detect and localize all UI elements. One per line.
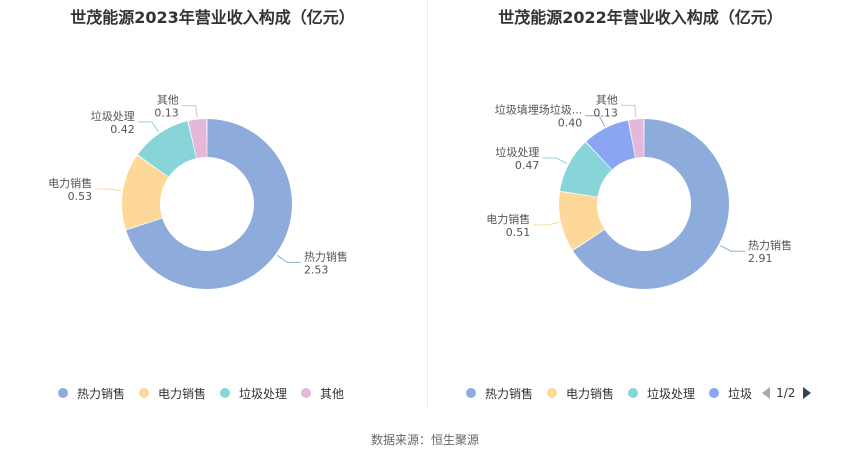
legend-item-0-1[interactable]: 电力销售	[139, 385, 206, 402]
chart-title-2023: 世茂能源2023年营业收入构成（亿元）	[70, 8, 355, 27]
slice-label-1-1: 电力销售	[486, 212, 530, 226]
slice-1-1[interactable]	[559, 191, 605, 250]
slice-value-0-1: 0.53	[68, 190, 93, 203]
slice-value-1-4: 0.13	[593, 106, 618, 119]
legend-dot-icon-0-1	[139, 388, 150, 398]
slice-label-1-2: 垃圾处理	[495, 145, 539, 159]
legend-label-0-2: 垃圾处理	[239, 386, 288, 401]
legend-dot-icon-1-0	[466, 388, 476, 398]
slice-value-1-2: 0.47	[515, 159, 540, 172]
slice-0-0[interactable]	[126, 119, 293, 290]
legend-label-1-0: 热力销售	[485, 386, 534, 401]
slice-1-0[interactable]	[572, 119, 729, 290]
slice-value-1-3: 0.40	[558, 117, 583, 130]
legend-next-icon[interactable]	[803, 387, 812, 399]
slice-label-1-3: 垃圾填埋场垃圾...	[495, 103, 583, 117]
slice-0-1[interactable]	[121, 155, 169, 230]
legend-dot-icon-1-2	[628, 388, 639, 398]
slice-value-1-1: 0.51	[506, 226, 531, 239]
legend-item-1-3[interactable]: 垃圾	[709, 385, 752, 402]
slice-label-1-0: 热力销售	[748, 238, 792, 252]
slice-label-0-2: 垃圾处理	[91, 109, 135, 123]
slice-1-2[interactable]	[560, 142, 612, 197]
chart-divider	[427, 0, 428, 408]
slice-0-3[interactable]	[188, 119, 207, 159]
legend-prev-icon[interactable]	[762, 387, 771, 399]
leader-line-1-2	[542, 157, 568, 165]
slice-value-0-2: 0.42	[110, 123, 135, 136]
legend-label-0-0: 热力销售	[77, 386, 126, 401]
leader-line-0-1	[95, 188, 122, 192]
leader-line-0-2	[137, 121, 159, 133]
legend-page-indicator: 1/2	[776, 386, 796, 400]
slice-value-0-0: 2.53	[304, 263, 329, 276]
slice-label-0-0: 热力销售	[304, 249, 348, 263]
slice-value-0-3: 0.13	[154, 107, 179, 120]
slice-1-3[interactable]	[586, 120, 636, 170]
leader-line-0-3	[181, 105, 198, 118]
slice-0-2[interactable]	[137, 121, 197, 177]
legend-pager: 1/2	[762, 386, 812, 400]
legend-dot-icon-0-0	[58, 388, 68, 398]
slice-label-1-4: 其他	[596, 93, 618, 106]
legend-dot-icon-0-3	[301, 388, 312, 398]
leader-line-0-0	[276, 254, 301, 263]
legend-dot-icon-1-3	[709, 388, 720, 398]
legend-label-1-3: 垃圾	[728, 386, 753, 401]
leader-line-1-0	[720, 245, 745, 252]
slice-label-0-1: 电力销售	[48, 176, 92, 190]
legend-item-0-3[interactable]: 其他	[301, 385, 344, 402]
legend-item-0-2[interactable]: 垃圾处理	[220, 385, 287, 402]
slice-label-0-3: 其他	[157, 94, 179, 107]
legend-2023: 热力销售 电力销售 垃圾处理 其他	[58, 383, 358, 403]
legend-item-1-1[interactable]: 电力销售	[547, 385, 614, 402]
leader-line-1-1	[533, 221, 560, 226]
legend-item-1-0[interactable]: 热力销售	[466, 385, 533, 402]
legend-2022: 热力销售 电力销售 垃圾处理 垃圾 1/2	[466, 383, 812, 403]
legend-dot-icon-0-2	[220, 388, 231, 398]
slice-1-4[interactable]	[628, 119, 644, 158]
legend-label-0-1: 电力销售	[158, 386, 207, 401]
legend-label-1-2: 垃圾处理	[647, 386, 696, 401]
legend-item-0-0[interactable]: 热力销售	[58, 385, 125, 402]
leader-line-1-4	[620, 104, 637, 118]
legend-label-1-1: 电力销售	[566, 386, 615, 401]
legend-label-0-3: 其他	[320, 386, 345, 401]
slice-value-1-0: 2.91	[748, 252, 773, 265]
leader-line-1-3	[585, 115, 606, 127]
data-source: 数据来源：恒生聚源	[370, 433, 479, 447]
legend-dot-icon-1-1	[547, 388, 558, 398]
chart-title-2022: 世茂能源2022年营业收入构成（亿元）	[498, 8, 783, 27]
legend-item-1-2[interactable]: 垃圾处理	[628, 385, 695, 402]
